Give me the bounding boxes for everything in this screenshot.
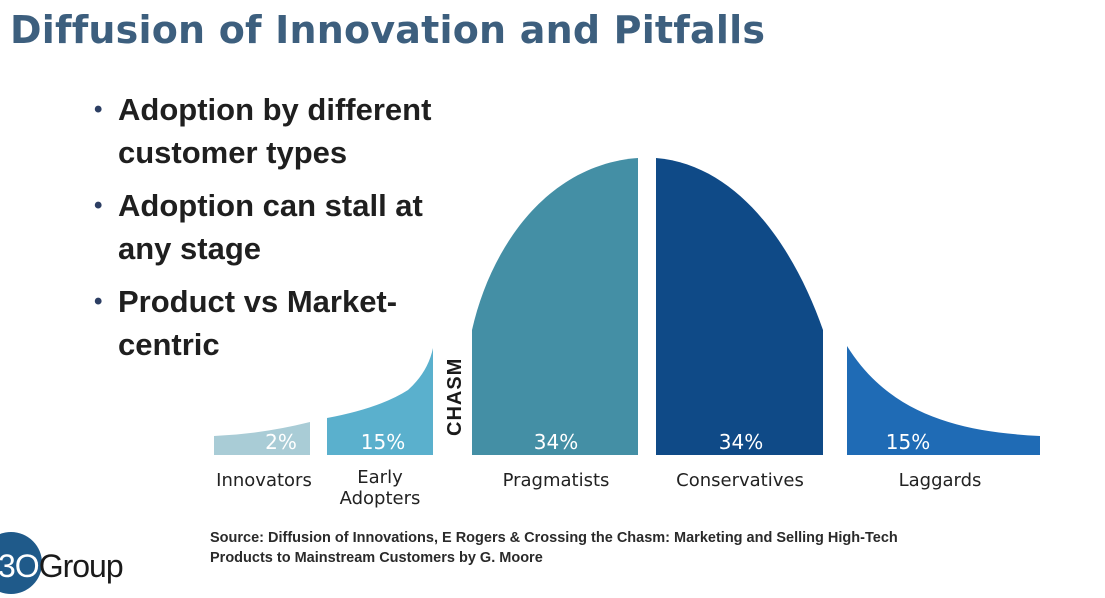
bullet-dot-icon: • <box>94 288 103 315</box>
source-citation: Source: Diffusion of Innovations, E Roge… <box>210 528 970 568</box>
bullet-text: Adoption can stall at any stage <box>118 188 423 266</box>
pct-label-innovators: 2% <box>265 430 297 454</box>
logo-text: 3OGroup <box>0 548 124 585</box>
bullet-dot-icon: • <box>94 192 103 219</box>
pct-label-laggards: 15% <box>886 430 930 454</box>
category-label-laggards: Laggards <box>899 470 982 491</box>
pct-label-conservatives: 34% <box>719 430 763 454</box>
bullet-list: • Adoption by different customer types • A… <box>92 88 482 376</box>
category-label-early-line1: Early <box>357 467 403 488</box>
segment-laggards <box>847 346 1040 455</box>
segment-pragmatists <box>472 158 638 455</box>
pct-label-early-adopters: 15% <box>361 430 405 454</box>
logo-suffix: Group <box>38 548 124 584</box>
source-line-1: Source: Diffusion of Innovations, E Roge… <box>210 530 898 546</box>
segment-innovators <box>214 422 310 455</box>
company-logo: 3OGroup <box>0 528 140 598</box>
bullet-item: • Product vs Market-centric <box>92 280 482 366</box>
category-label-innovators: Innovators <box>216 470 312 491</box>
bullet-text: Adoption by different customer types <box>118 92 432 170</box>
bullet-dot-icon: • <box>94 96 103 123</box>
bullet-item: • Adoption by different customer types <box>92 88 482 174</box>
category-label-early-line2: Adopters <box>340 488 421 509</box>
source-line-2: Products to Mainstream Customers by G. M… <box>210 550 543 566</box>
pct-label-pragmatists: 34% <box>534 430 578 454</box>
slide-title: Diffusion of Innovation and Pitfalls <box>10 8 766 52</box>
chasm-label: CHASM <box>444 358 466 436</box>
segment-early-adopters <box>327 348 433 455</box>
category-label-conservatives: Conservatives <box>676 470 804 491</box>
category-label-pragmatists: Pragmatists <box>503 470 610 491</box>
logo-prefix: 3O <box>0 548 40 584</box>
segment-conservatives <box>656 158 823 455</box>
bullet-text: Product vs Market-centric <box>118 284 398 362</box>
bullet-item: • Adoption can stall at any stage <box>92 184 482 270</box>
